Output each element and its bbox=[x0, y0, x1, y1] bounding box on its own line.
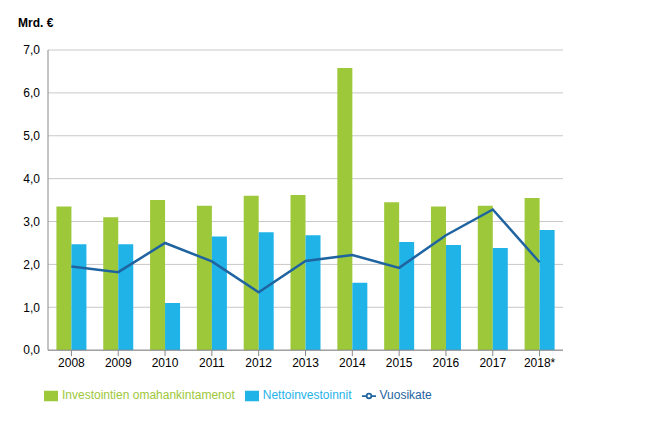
svg-text:2018*: 2018* bbox=[524, 356, 556, 370]
svg-text:5,0: 5,0 bbox=[23, 129, 40, 143]
svg-text:2011: 2011 bbox=[199, 356, 225, 370]
html-text:Vuosikate: Vuosikate bbox=[379, 388, 432, 403]
svg-text:2009: 2009 bbox=[105, 356, 132, 370]
svg-text:0,0: 0,0 bbox=[23, 343, 40, 357]
svg-text:3,0: 3,0 bbox=[23, 215, 40, 229]
svg-text:2008: 2008 bbox=[58, 356, 85, 370]
svg-text:2010: 2010 bbox=[152, 356, 179, 370]
svg-text:2014: 2014 bbox=[339, 356, 366, 370]
svg-text:2013: 2013 bbox=[292, 356, 319, 370]
html-text:Mrd. €: Mrd. € bbox=[18, 16, 54, 30]
svg-text:2015: 2015 bbox=[386, 356, 413, 370]
html-text:Nettoinvestoinnit: Nettoinvestoinnit bbox=[262, 388, 352, 403]
svg-text:2016: 2016 bbox=[433, 356, 460, 370]
svg-text:6,0: 6,0 bbox=[23, 86, 40, 100]
svg-text:1,0: 1,0 bbox=[23, 301, 40, 315]
svg-text:4,0: 4,0 bbox=[23, 172, 40, 186]
svg-text:7,0: 7,0 bbox=[23, 43, 40, 57]
svg-text:2012: 2012 bbox=[245, 356, 272, 370]
html-text:Investointien omahankintamenot: Investointien omahankintamenot bbox=[62, 388, 235, 403]
svg-text:2017: 2017 bbox=[479, 356, 506, 370]
svg-text:2,0: 2,0 bbox=[23, 258, 40, 272]
